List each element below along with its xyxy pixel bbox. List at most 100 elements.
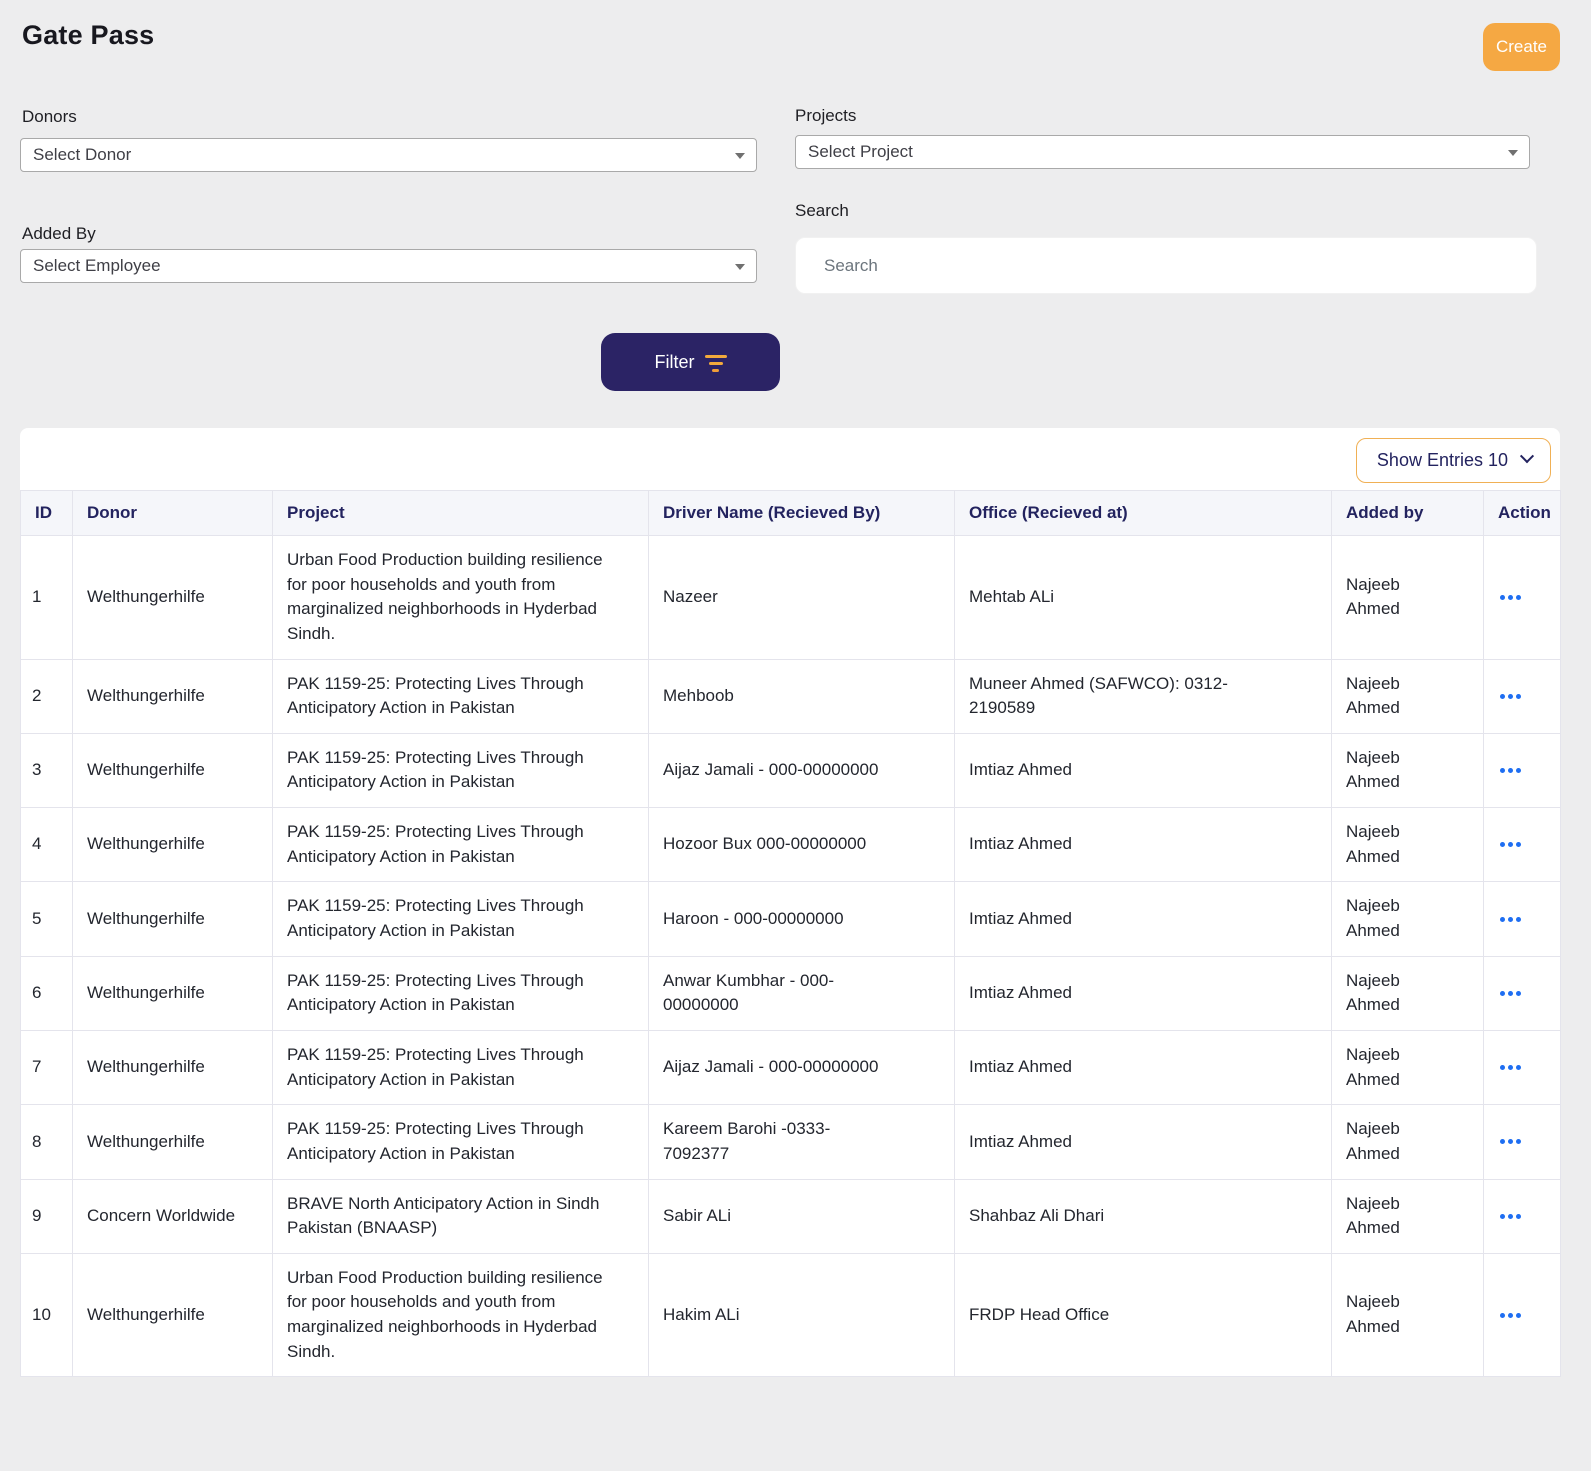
create-button[interactable]: Create bbox=[1483, 23, 1560, 71]
added-by-select[interactable]: Select Employee bbox=[20, 249, 757, 283]
cell-added-by: Najeeb Ahmed bbox=[1332, 1030, 1484, 1104]
added-by-select-value: Select Employee bbox=[33, 256, 161, 276]
cell-driver: Hozoor Bux 000-00000000 bbox=[649, 808, 955, 882]
page-title: Gate Pass bbox=[22, 20, 154, 51]
show-entries-label: Show Entries 10 bbox=[1377, 450, 1508, 471]
cell-office: Imtiaz Ahmed bbox=[955, 882, 1332, 956]
cell-added-by: Najeeb Ahmed bbox=[1332, 1253, 1484, 1377]
cell-donor: Welthungerhilfe bbox=[73, 808, 273, 882]
search-label: Search bbox=[795, 201, 849, 221]
col-header-driver: Driver Name (Recieved By) bbox=[649, 491, 955, 536]
col-header-office: Office (Recieved at) bbox=[955, 491, 1332, 536]
cell-office: FRDP Head Office bbox=[955, 1253, 1332, 1377]
cell-id: 1 bbox=[21, 536, 73, 660]
cell-project: Urban Food Production building resilienc… bbox=[273, 536, 649, 660]
cell-added-by: Najeeb Ahmed bbox=[1332, 808, 1484, 882]
cell-action bbox=[1484, 956, 1561, 1030]
cell-driver: Aijaz Jamali - 000-00000000 bbox=[649, 1030, 955, 1104]
donors-label: Donors bbox=[22, 107, 77, 127]
cell-id: 10 bbox=[21, 1253, 73, 1377]
cell-added-by: Najeeb Ahmed bbox=[1332, 956, 1484, 1030]
cell-donor: Welthungerhilfe bbox=[73, 733, 273, 807]
cell-added-by: Najeeb Ahmed bbox=[1332, 733, 1484, 807]
cell-project: PAK 1159-25: Protecting Lives Through An… bbox=[273, 882, 649, 956]
row-actions-button[interactable] bbox=[1498, 593, 1523, 602]
cell-donor: Welthungerhilfe bbox=[73, 882, 273, 956]
cell-id: 2 bbox=[21, 659, 73, 733]
funnel-lines-icon bbox=[705, 355, 727, 372]
row-actions-button[interactable] bbox=[1498, 766, 1523, 775]
filter-button-label: Filter bbox=[655, 352, 695, 373]
table-row: 10 Welthungerhilfe Urban Food Production… bbox=[21, 1253, 1561, 1377]
table-row: 5 Welthungerhilfe PAK 1159-25: Protectin… bbox=[21, 882, 1561, 956]
cell-donor: Welthungerhilfe bbox=[73, 956, 273, 1030]
cell-donor: Welthungerhilfe bbox=[73, 1253, 273, 1377]
cell-driver: Hakim ALi bbox=[649, 1253, 955, 1377]
cell-id: 9 bbox=[21, 1179, 73, 1253]
projects-label: Projects bbox=[795, 106, 856, 126]
table-row: 7 Welthungerhilfe PAK 1159-25: Protectin… bbox=[21, 1030, 1561, 1104]
cell-action bbox=[1484, 882, 1561, 956]
row-actions-button[interactable] bbox=[1498, 1212, 1523, 1221]
cell-driver: Mehboob bbox=[649, 659, 955, 733]
project-select[interactable]: Select Project bbox=[795, 135, 1530, 169]
cell-action bbox=[1484, 1253, 1561, 1377]
cell-action bbox=[1484, 808, 1561, 882]
cell-action bbox=[1484, 733, 1561, 807]
cell-office: Imtiaz Ahmed bbox=[955, 733, 1332, 807]
donor-select-value: Select Donor bbox=[33, 145, 131, 165]
cell-project: PAK 1159-25: Protecting Lives Through An… bbox=[273, 733, 649, 807]
table-row: 2 Welthungerhilfe PAK 1159-25: Protectin… bbox=[21, 659, 1561, 733]
cell-donor: Welthungerhilfe bbox=[73, 1105, 273, 1179]
row-actions-button[interactable] bbox=[1498, 915, 1523, 924]
search-input[interactable] bbox=[795, 237, 1537, 294]
col-header-id: ID bbox=[21, 491, 73, 536]
cell-id: 5 bbox=[21, 882, 73, 956]
row-actions-button[interactable] bbox=[1498, 1311, 1523, 1320]
table-row: 4 Welthungerhilfe PAK 1159-25: Protectin… bbox=[21, 808, 1561, 882]
row-actions-button[interactable] bbox=[1498, 989, 1523, 998]
filter-button[interactable]: Filter bbox=[601, 333, 780, 391]
table-body: 1 Welthungerhilfe Urban Food Production … bbox=[21, 536, 1561, 1377]
row-actions-button[interactable] bbox=[1498, 692, 1523, 701]
cell-action bbox=[1484, 1030, 1561, 1104]
added-by-label: Added By bbox=[22, 224, 96, 244]
cell-office: Shahbaz Ali Dhari bbox=[955, 1179, 1332, 1253]
table-toolbar: Show Entries 10 bbox=[20, 428, 1560, 490]
cell-driver: Kareem Barohi -0333-7092377 bbox=[649, 1105, 955, 1179]
cell-project: PAK 1159-25: Protecting Lives Through An… bbox=[273, 659, 649, 733]
table-card: Show Entries 10 ID Donor Project Driver … bbox=[20, 428, 1560, 1377]
dropdown-arrow-icon bbox=[1508, 150, 1518, 156]
cell-action bbox=[1484, 659, 1561, 733]
cell-office: Imtiaz Ahmed bbox=[955, 956, 1332, 1030]
row-actions-button[interactable] bbox=[1498, 1063, 1523, 1072]
cell-project: PAK 1159-25: Protecting Lives Through An… bbox=[273, 808, 649, 882]
show-entries-select[interactable]: Show Entries 10 bbox=[1356, 438, 1551, 483]
donor-select[interactable]: Select Donor bbox=[20, 138, 757, 172]
cell-donor: Welthungerhilfe bbox=[73, 536, 273, 660]
cell-driver: Haroon - 000-00000000 bbox=[649, 882, 955, 956]
cell-action bbox=[1484, 1179, 1561, 1253]
dropdown-arrow-icon bbox=[735, 153, 745, 159]
cell-office: Imtiaz Ahmed bbox=[955, 1105, 1332, 1179]
cell-id: 6 bbox=[21, 956, 73, 1030]
cell-project: BRAVE North Anticipatory Action in Sindh… bbox=[273, 1179, 649, 1253]
cell-project: Urban Food Production building resilienc… bbox=[273, 1253, 649, 1377]
cell-office: Imtiaz Ahmed bbox=[955, 808, 1332, 882]
cell-driver: Nazeer bbox=[649, 536, 955, 660]
table-row: 6 Welthungerhilfe PAK 1159-25: Protectin… bbox=[21, 956, 1561, 1030]
cell-donor: Welthungerhilfe bbox=[73, 659, 273, 733]
project-select-value: Select Project bbox=[808, 142, 913, 162]
cell-driver: Anwar Kumbhar - 000-00000000 bbox=[649, 956, 955, 1030]
row-actions-button[interactable] bbox=[1498, 1137, 1523, 1146]
cell-id: 3 bbox=[21, 733, 73, 807]
cell-added-by: Najeeb Ahmed bbox=[1332, 1105, 1484, 1179]
gate-pass-table: ID Donor Project Driver Name (Recieved B… bbox=[20, 490, 1561, 1377]
cell-action bbox=[1484, 1105, 1561, 1179]
cell-added-by: Najeeb Ahmed bbox=[1332, 1179, 1484, 1253]
cell-project: PAK 1159-25: Protecting Lives Through An… bbox=[273, 956, 649, 1030]
col-header-action: Action bbox=[1484, 491, 1561, 536]
cell-project: PAK 1159-25: Protecting Lives Through An… bbox=[273, 1105, 649, 1179]
row-actions-button[interactable] bbox=[1498, 840, 1523, 849]
cell-office: Imtiaz Ahmed bbox=[955, 1030, 1332, 1104]
